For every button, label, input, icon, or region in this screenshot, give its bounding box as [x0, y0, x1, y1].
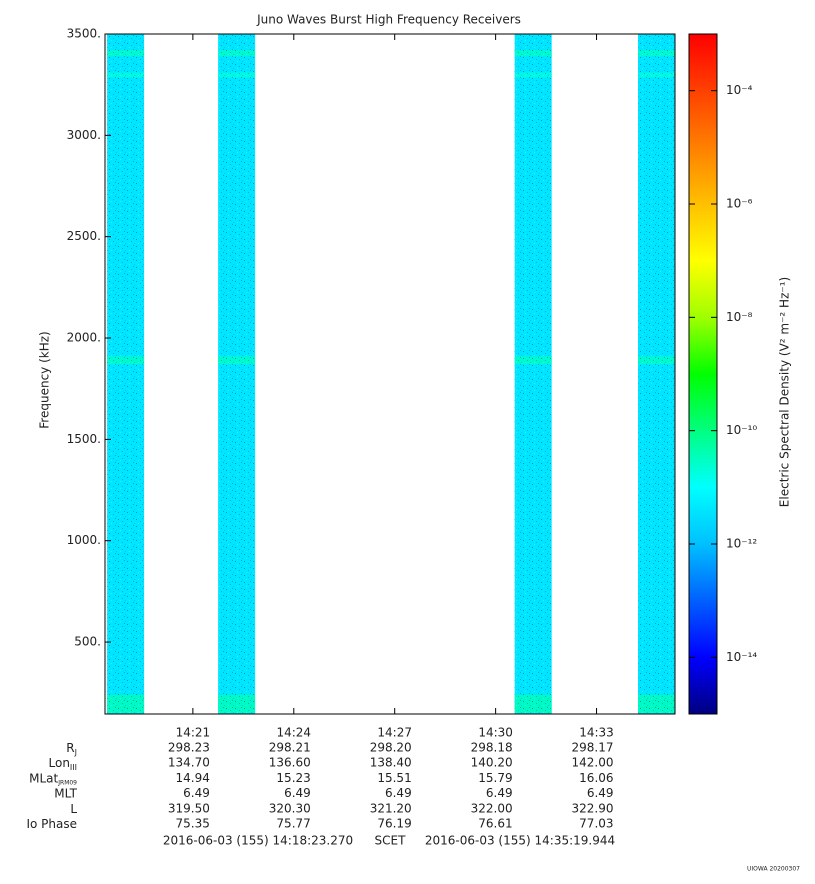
colorbar-label: Electric Spectral Density (V² m⁻² Hz⁻¹) — [778, 277, 792, 507]
ephemeris-label: L — [70, 801, 77, 815]
ephemeris-value: 15.79 — [478, 771, 512, 785]
ephemeris-value: 76.61 — [478, 817, 512, 831]
time-end: 2016-06-03 (155) 14:35:19.944 — [425, 834, 615, 848]
time-start: 2016-06-03 (155) 14:18:23.270 — [163, 834, 353, 848]
ephemeris-label-sub: III — [70, 763, 77, 772]
ephemeris-label-sub: J — [74, 748, 77, 757]
chart-title: Juno Waves Burst High Frequency Receiver… — [256, 13, 521, 27]
ephemeris-value: 322.90 — [572, 801, 614, 815]
time-label: SCET — [375, 834, 407, 848]
ephemeris-value: 77.03 — [579, 817, 613, 831]
ephemeris-label: RJ — [66, 741, 77, 757]
ephemeris-value: 16.06 — [579, 771, 613, 785]
y-tick-label: 1000. — [67, 533, 101, 547]
ephemeris-value: 321.20 — [370, 801, 412, 815]
colorbar-tick-label: 10⁻⁶ — [726, 197, 753, 211]
ephemeris-value: 15.51 — [377, 771, 411, 785]
ephemeris-label-sub: JRM09 — [57, 779, 77, 786]
y-axis-label: Frequency (kHz) — [38, 331, 52, 428]
y-tick-label: 500. — [74, 635, 101, 649]
stamp: UIOWA 20200307 — [747, 866, 800, 873]
ephemeris-value: 6.49 — [385, 786, 412, 800]
colorbar-tick-label: 10⁻⁸ — [726, 310, 753, 324]
y-tick-label: 2000. — [67, 331, 101, 345]
ephemeris-value: 6.49 — [284, 786, 311, 800]
x-tick-label: 14:21 — [176, 726, 211, 740]
plot-frame — [104, 33, 676, 715]
ephemeris-value: 298.17 — [572, 741, 614, 755]
x-tick-label: 14:24 — [276, 726, 311, 740]
colorbar-tick-label: 10⁻¹⁰ — [726, 423, 757, 437]
y-tick-label: 3000. — [67, 128, 101, 142]
texture — [107, 34, 145, 714]
ephemeris-value: 75.35 — [176, 817, 210, 831]
colorbar-tick-label: 10⁻¹⁴ — [726, 650, 757, 664]
ephemeris-label: LonIII — [49, 756, 78, 772]
texture — [638, 34, 675, 714]
y-tick-label: 1500. — [67, 432, 101, 446]
ephemeris-value: 322.00 — [471, 801, 513, 815]
ephemeris-value: 14.94 — [176, 771, 210, 785]
ephemeris-value: 134.70 — [168, 756, 210, 770]
ephemeris-label: Io Phase — [26, 817, 77, 831]
texture — [218, 34, 256, 714]
ephemeris-value: 298.18 — [471, 741, 513, 755]
ephemeris-label: MLT — [54, 786, 77, 800]
texture — [514, 34, 552, 714]
ephemeris-value: 320.30 — [269, 801, 311, 815]
x-tick-label: 14:30 — [478, 726, 513, 740]
ephemeris-value: 319.50 — [168, 801, 210, 815]
ephemeris-value: 136.60 — [269, 756, 311, 770]
ephemeris-label-main: MLT — [54, 786, 77, 800]
ephemeris-value: 298.23 — [168, 741, 210, 755]
ephemeris-label-main: L — [70, 801, 77, 815]
ephemeris-label: MLatJRM09 — [29, 771, 77, 786]
ephemeris-value: 142.00 — [572, 756, 614, 770]
ephemeris-value: 298.21 — [269, 741, 311, 755]
colorbar-tick-label: 10⁻¹² — [726, 537, 757, 551]
ephemeris-label-main: R — [66, 741, 74, 755]
colorbar-tick-label: 10⁻⁴ — [726, 83, 753, 97]
x-tick-label: 14:27 — [377, 726, 412, 740]
ephemeris-value: 15.23 — [276, 771, 310, 785]
ephemeris-value: 6.49 — [183, 786, 210, 800]
x-tick-label: 14:33 — [579, 726, 614, 740]
y-tick-label: 3500. — [67, 27, 101, 41]
ephemeris-label-main: Io Phase — [26, 817, 77, 831]
ephemeris-value: 140.20 — [471, 756, 513, 770]
ephemeris-value: 75.77 — [276, 817, 310, 831]
ephemeris-value: 298.20 — [370, 741, 412, 755]
ephemeris-label-main: Lon — [49, 756, 70, 770]
ephemeris-value: 138.40 — [370, 756, 412, 770]
ephemeris-value: 6.49 — [587, 786, 614, 800]
ephemeris-label-main: MLat — [29, 771, 58, 785]
ephemeris-value: 6.49 — [486, 786, 513, 800]
colorbar — [688, 33, 718, 715]
y-tick-label: 2500. — [67, 229, 101, 243]
ephemeris-value: 76.19 — [377, 817, 411, 831]
